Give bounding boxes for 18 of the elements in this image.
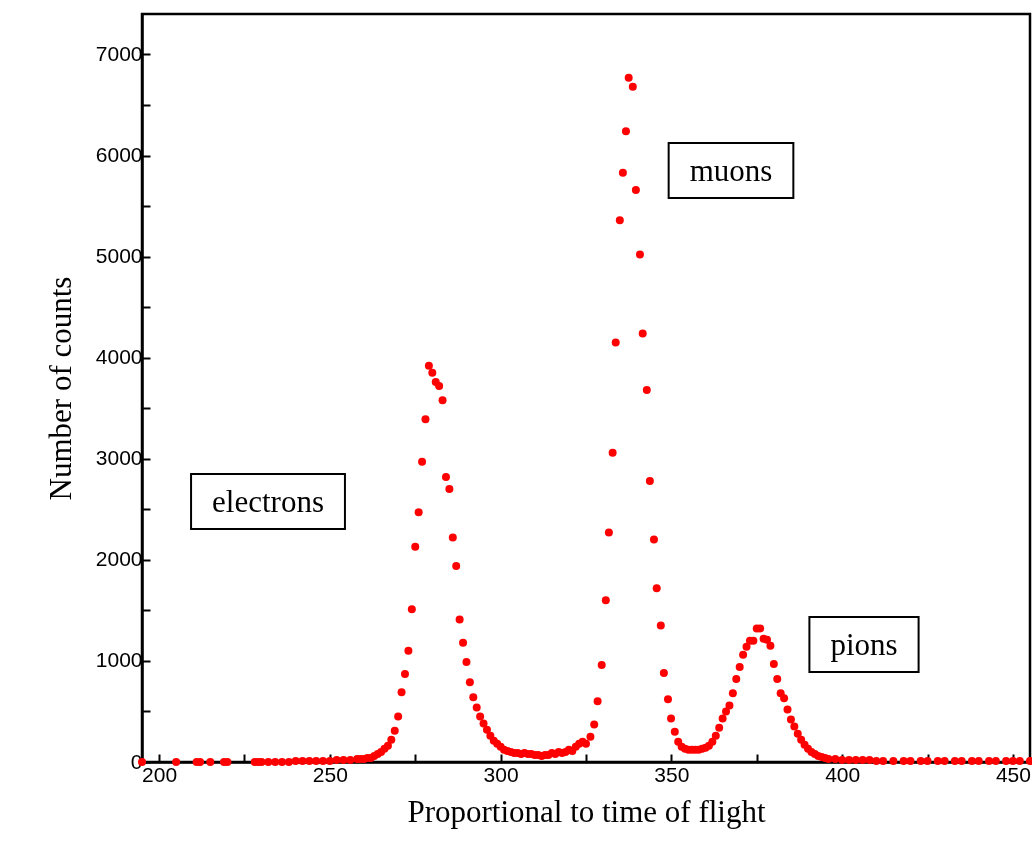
x-tick-label: 450 <box>995 762 1031 786</box>
y-tick-label: 5000 <box>95 244 143 268</box>
y-axis-title: Number of counts <box>42 276 78 501</box>
annotation: electrons <box>212 484 324 519</box>
y-tick-label: 3000 <box>95 446 143 470</box>
x-tick-label: 400 <box>825 762 861 786</box>
y-tick-label: 6000 <box>95 143 143 167</box>
y-tick-label: 2000 <box>95 547 143 571</box>
y-tick-label: 4000 <box>95 345 143 369</box>
x-tick-label: 300 <box>483 762 519 786</box>
x-tick-label: 250 <box>312 762 348 786</box>
y-tick-label: 1000 <box>95 648 143 672</box>
x-axis-title: Proportional to time of flight <box>407 793 766 829</box>
x-tick-label: 350 <box>654 762 690 786</box>
annotation: pions <box>830 627 898 662</box>
y-tick-label: 7000 <box>95 41 143 65</box>
annotation: muons <box>689 153 773 188</box>
x-tick-label: 200 <box>142 762 178 786</box>
